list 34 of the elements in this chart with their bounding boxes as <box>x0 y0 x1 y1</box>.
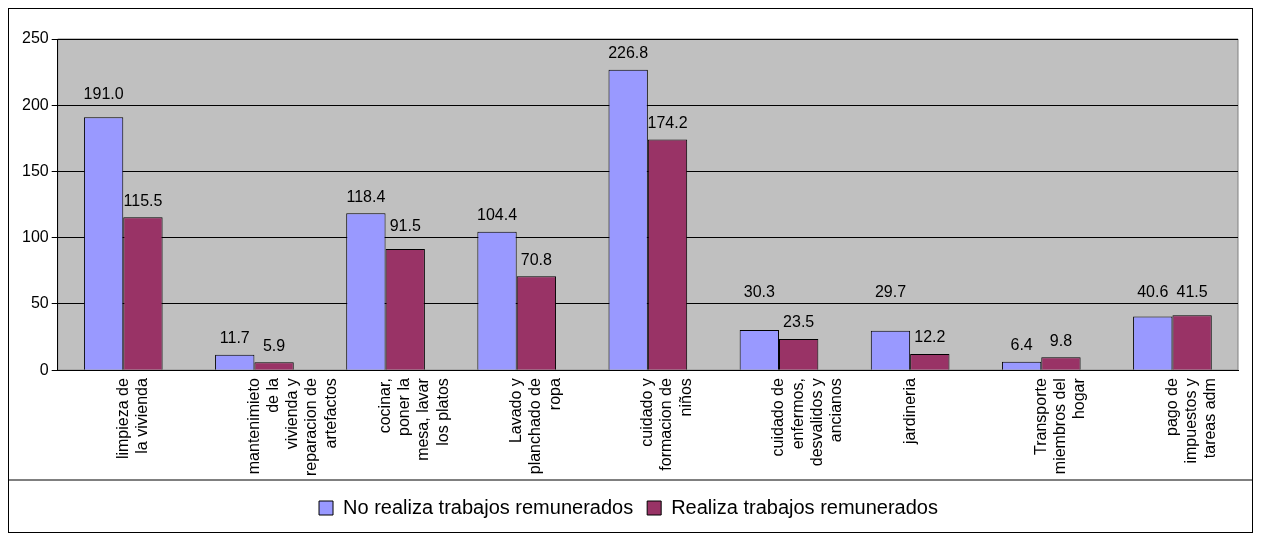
data-label: 9.8 <box>1049 331 1073 349</box>
data-label: 12.2 <box>914 328 946 346</box>
data-label: 118.4 <box>346 187 386 205</box>
y-tick-label: 50 <box>30 294 49 312</box>
data-label: 29.7 <box>874 283 907 301</box>
x-tick-label: pago de impuestos y tareas adm <box>1162 378 1219 464</box>
x-tick-label: mantenimieto de la vivienda y reparacion de artefactos <box>244 378 339 476</box>
x-tick-label: cuidado y formacion de niños <box>638 378 694 471</box>
data-label: 40.6 <box>1137 283 1169 301</box>
data-label: 41.5 <box>1176 283 1208 301</box>
y-tick-label: 250 <box>21 29 49 47</box>
y-tick-label: 150 <box>21 161 49 179</box>
data-label: 11.7 <box>219 329 250 347</box>
data-label: 191.0 <box>83 84 124 102</box>
data-label: 226.8 <box>608 44 649 62</box>
legend-label: Realiza trabajos remunerados <box>671 495 938 518</box>
data-label: 174.2 <box>647 113 688 131</box>
x-tick-label: jardineria <box>900 378 918 445</box>
x-tick-label: Lavado y planchado de ropa <box>507 378 563 475</box>
data-label: 104.4 <box>477 206 518 224</box>
data-label: 115.5 <box>123 191 163 209</box>
x-tick-label: Transporte miembros del hogar <box>1031 377 1088 475</box>
x-tick-label: limpieza de la vivienda <box>113 378 150 460</box>
y-tick-label: 200 <box>21 95 49 113</box>
x-tick-label: cuidado de enfermos, desvalidos y ancianos <box>769 378 844 467</box>
data-label: 30.3 <box>743 283 775 301</box>
data-label: 70.8 <box>520 250 553 268</box>
data-label: 23.5 <box>783 313 815 331</box>
data-label: 6.4 <box>1010 336 1033 354</box>
legend-label: No realiza trabajos remunerados <box>343 495 634 518</box>
y-tick-label: 100 <box>21 228 49 246</box>
y-tick-label: 0 <box>39 360 49 378</box>
data-label: 91.5 <box>389 217 421 235</box>
data-label: 5.9 <box>262 336 286 354</box>
